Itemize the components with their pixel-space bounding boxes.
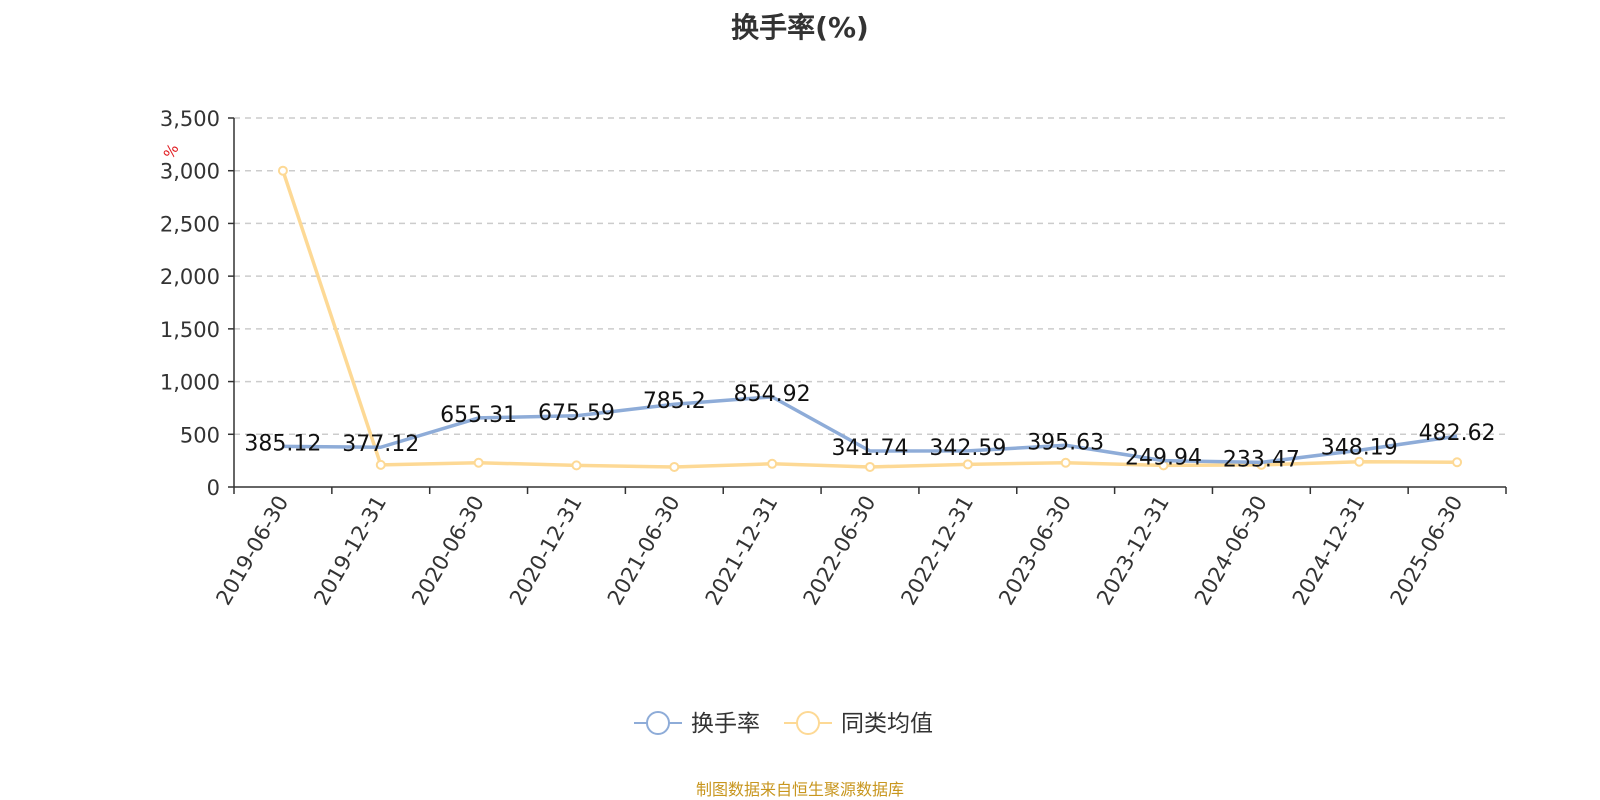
- data-label: 655.31: [440, 403, 517, 428]
- legend-item-peer-average[interactable]: 同类均值: [784, 711, 933, 737]
- legend[interactable]: 换手率 同类均值: [634, 711, 933, 737]
- x-tick-label: 2020-12-31: [505, 492, 587, 610]
- series-line-turnover: [282, 395, 1458, 465]
- data-label: 785.2: [643, 389, 706, 414]
- series-layer: [277, 165, 1463, 472]
- x-tick-label: 2019-06-30: [211, 492, 293, 610]
- x-tick-label: 2021-06-30: [603, 492, 685, 610]
- x-tick-label: 2022-06-30: [799, 492, 881, 610]
- x-tick-label: 2022-12-31: [896, 492, 978, 610]
- y-tick-label: 500: [180, 423, 220, 447]
- y-tick-label: 0: [207, 476, 220, 500]
- y-tick-label: 1,500: [160, 318, 220, 342]
- x-tick-label: 2023-06-30: [994, 492, 1076, 610]
- peer-average-point: [669, 461, 680, 472]
- data-label: 395.63: [1027, 430, 1104, 455]
- peer-average-point: [962, 459, 973, 470]
- y-tick-label: 3,500: [160, 107, 220, 131]
- data-label: 249.94: [1125, 446, 1202, 471]
- peer-average-point: [1354, 456, 1365, 467]
- peer-average-point: [865, 461, 875, 472]
- data-label: 482.62: [1419, 421, 1496, 446]
- legend-label: 换手率: [691, 711, 760, 737]
- legend-label: 同类均值: [841, 711, 933, 737]
- data-label: 854.92: [734, 382, 811, 407]
- legend-marker: [646, 711, 670, 735]
- legend-item-turnover[interactable]: 换手率: [634, 711, 760, 737]
- grid-lines: [234, 117, 1506, 436]
- data-source-note: 制图数据来自恒生聚源数据库: [695, 780, 904, 799]
- data-label: 342.59: [929, 436, 1006, 461]
- axes: 0 500 1,000 1,500 2,000 2,500 3,000 3,500 2019-0…: [160, 107, 1507, 610]
- y-tick-label: 1,000: [160, 371, 220, 395]
- x-tick-label: 2019-12-31: [309, 492, 391, 610]
- peer-average-point: [1060, 457, 1071, 468]
- y-tick-label: 3,000: [160, 160, 220, 184]
- peer-average-point: [375, 459, 386, 470]
- data-label: 348.19: [1321, 435, 1398, 460]
- peer-average-point: [473, 457, 484, 468]
- x-tick-label: 2020-06-30: [407, 491, 489, 609]
- data-label: 341.74: [832, 436, 909, 461]
- data-label: 233.47: [1223, 447, 1300, 472]
- y-tick-label: 2,000: [160, 265, 220, 289]
- data-label: 675.59: [538, 401, 615, 426]
- peer-average-point: [767, 458, 778, 469]
- chart-title: 换手率(%): [731, 11, 869, 44]
- y-tick-label: 2,500: [160, 212, 220, 236]
- legend-marker: [796, 711, 820, 735]
- x-tick-label: 2023-12-31: [1092, 492, 1174, 610]
- x-tick-label: 2024-12-31: [1288, 492, 1370, 610]
- x-tick-label: 2021-12-31: [701, 492, 783, 610]
- data-label: 385.12: [244, 431, 321, 456]
- peer-average-point: [277, 165, 288, 176]
- peer-average-point: [571, 460, 582, 471]
- data-label: 377.12: [342, 432, 419, 457]
- data-labels: 385.12 377.12 655.31 675.59 785.2 854.92 341.7…: [244, 382, 1495, 473]
- x-tick-label: 2024-06-30: [1190, 492, 1272, 610]
- peer-average-point: [1452, 457, 1463, 468]
- x-tick-label: 2025-06-30: [1386, 492, 1468, 610]
